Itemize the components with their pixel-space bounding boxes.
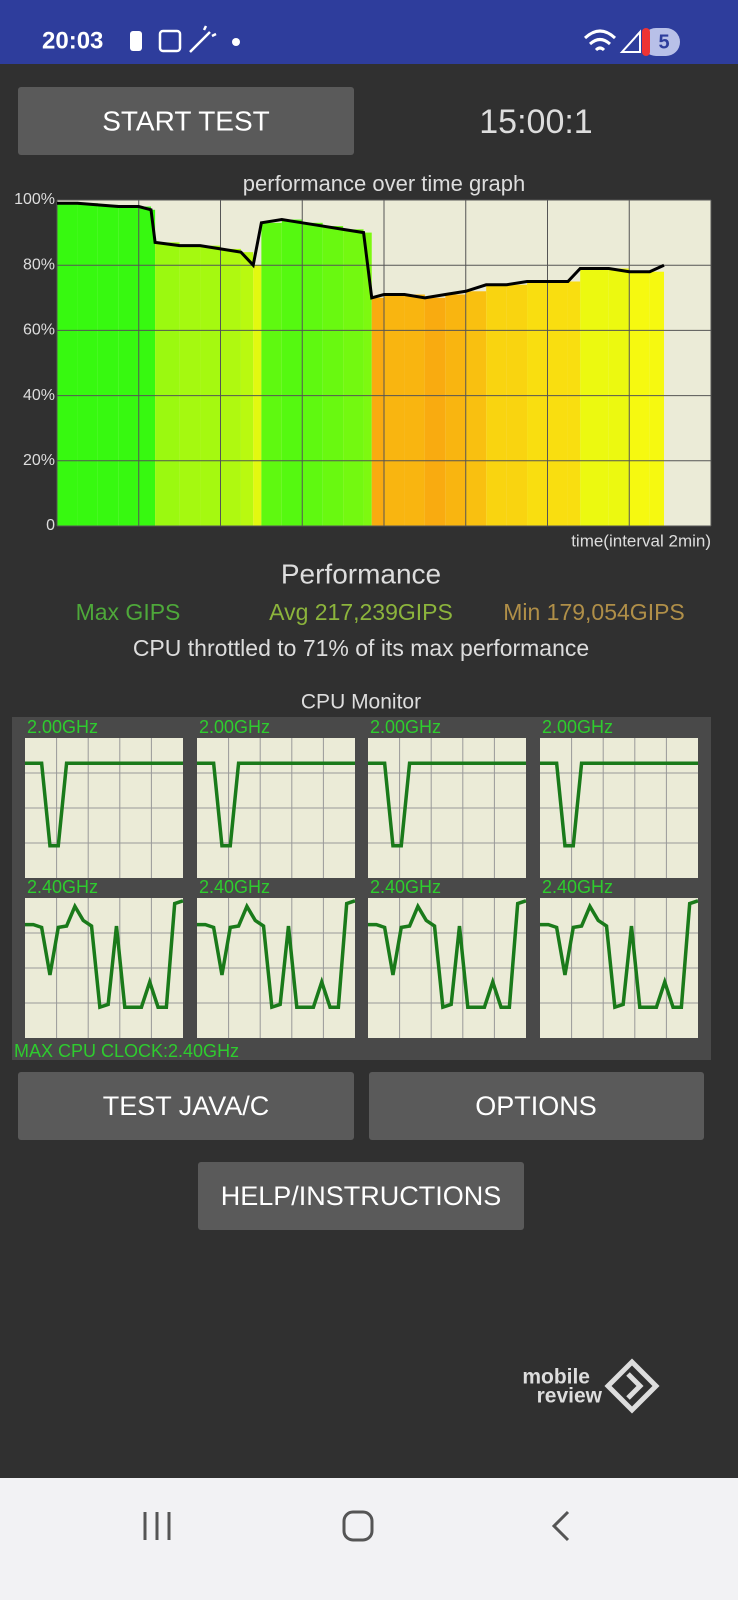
options-button[interactable]	[369, 1072, 704, 1140]
performance-bar	[179, 245, 201, 526]
performance-bar	[384, 294, 405, 526]
core-line	[197, 899, 356, 1010]
performance-bar	[240, 252, 254, 526]
start-button[interactable]	[18, 87, 354, 155]
y-tick-label: 60%	[23, 322, 55, 339]
core-line	[540, 761, 698, 848]
performance-bar	[608, 268, 630, 526]
status-bar	[0, 0, 738, 64]
performance-bar	[302, 222, 323, 526]
performance-bar	[424, 297, 446, 526]
cpu-monitor-title: CPU Monitor	[301, 691, 421, 714]
y-tick-label: 20%	[23, 452, 55, 469]
performance-bar	[281, 219, 303, 526]
core-frequency: 2.00GHz	[199, 717, 270, 737]
y-tick-label: 40%	[23, 387, 55, 404]
wifi-icon	[583, 29, 617, 52]
performance-bar	[404, 294, 425, 526]
throttle-summary: CPU throttled to 71% of its max performa…	[133, 635, 589, 661]
watermark-logo	[604, 1358, 660, 1414]
performance-bar	[527, 281, 548, 526]
nav-recent[interactable]	[143, 1512, 171, 1540]
nav-home[interactable]	[342, 1510, 374, 1542]
performance-bar	[200, 245, 221, 526]
core-frequency: 2.40GHz	[370, 877, 441, 897]
chart-title: performance over time graph	[243, 171, 525, 196]
max-gips: Max GIPS	[76, 599, 181, 625]
help-button[interactable]	[198, 1162, 524, 1230]
performance-bar	[220, 248, 241, 526]
performance-bar	[151, 209, 156, 526]
watermark: mobile	[522, 1366, 590, 1389]
performance-bar	[97, 204, 119, 526]
y-tick-label: 0	[46, 517, 55, 534]
performance-bar	[138, 206, 152, 526]
max-cpu-clock: MAX CPU CLOCK:2.40GHz	[14, 1041, 239, 1061]
performance-bar	[77, 203, 98, 526]
status-icon	[130, 31, 142, 51]
status-icon	[158, 29, 182, 53]
plot: 0 20% 40% 60% 80% 100%	[14, 191, 712, 534]
performance-bar	[118, 206, 139, 526]
performance-bar	[343, 229, 364, 526]
help-button-label[interactable]: HELP/INSTRUCTIONS	[221, 1181, 502, 1211]
core-line	[197, 761, 355, 848]
performance-bar	[649, 271, 664, 526]
y-tick-label: 100%	[14, 191, 55, 208]
core-frequency: 2.40GHz	[199, 877, 270, 897]
avg-gips: Avg 217,239GIPS	[269, 599, 453, 625]
core-frequency: 2.00GHz	[370, 717, 441, 737]
performance-line	[57, 201, 665, 300]
performance-bar	[57, 203, 78, 526]
performance-bar	[155, 242, 180, 526]
status-time: 20:03	[42, 27, 103, 54]
x-axis-label: time(interval 2min)	[571, 531, 711, 550]
performance-bar	[580, 268, 609, 526]
core-line	[25, 899, 184, 1010]
min-gips: Min 179,054GIPS	[503, 599, 685, 625]
performance-bar	[261, 222, 282, 526]
performance-bar	[547, 281, 568, 526]
nav-back[interactable]	[551, 1510, 570, 1542]
performance-bar	[363, 232, 372, 526]
timer: 15:00:1	[479, 103, 592, 141]
status-icon	[189, 25, 217, 53]
watermark: review	[537, 1385, 603, 1408]
java-button-label[interactable]: TEST JAVA/C	[103, 1091, 270, 1121]
performance-bar	[445, 294, 466, 526]
core-frequency: 2.40GHz	[542, 877, 613, 897]
start-button-label[interactable]: START TEST	[102, 105, 270, 136]
performance-bar	[567, 281, 581, 526]
options-button-label[interactable]: OPTIONS	[475, 1091, 597, 1121]
core-line	[368, 761, 526, 848]
java-button[interactable]	[18, 1072, 354, 1140]
performance-bar	[629, 271, 650, 526]
core-line	[540, 899, 699, 1010]
performance-bar	[486, 284, 507, 526]
core-frequency: 2.00GHz	[542, 717, 613, 737]
performance-bar	[506, 284, 528, 526]
badge-text: 5	[658, 31, 669, 53]
performance-bar	[371, 297, 384, 526]
badge	[642, 28, 680, 56]
y-tick-label: 80%	[23, 256, 55, 273]
cores: 2.00GHz 2.00GHz 2.00GHz 2.00GHz 2.40GHz 2.40G…	[25, 717, 699, 1038]
performance-bar	[465, 291, 487, 526]
performance-bar	[322, 226, 344, 526]
status-dot	[232, 38, 240, 46]
core-frequency: 2.00GHz	[27, 717, 98, 737]
signal-icon	[619, 29, 641, 53]
core-frequency: 2.40GHz	[27, 877, 98, 897]
core-line	[25, 761, 183, 848]
badge-edge	[642, 28, 650, 56]
core-line	[368, 899, 527, 1010]
performance-title: Performance	[281, 558, 441, 589]
